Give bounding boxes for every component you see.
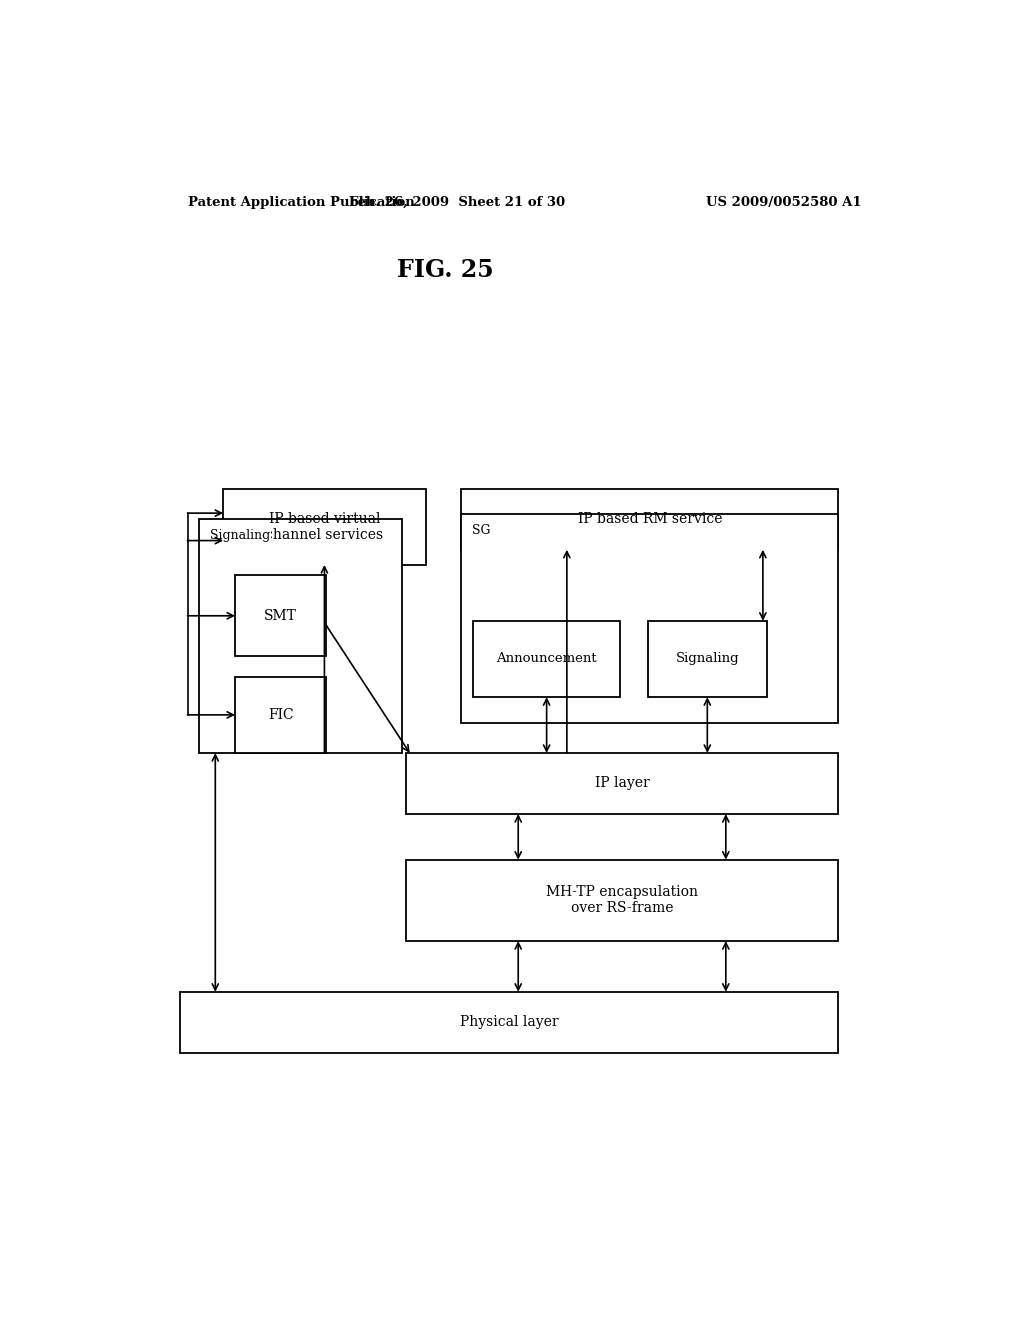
Text: IP layer: IP layer xyxy=(595,776,649,791)
Text: Feb. 26, 2009  Sheet 21 of 30: Feb. 26, 2009 Sheet 21 of 30 xyxy=(349,195,565,209)
Text: IP based RM service: IP based RM service xyxy=(578,512,722,527)
Bar xyxy=(236,677,327,752)
Text: Signaling: Signaling xyxy=(210,529,270,543)
Bar xyxy=(236,576,327,656)
Bar xyxy=(179,991,839,1053)
Text: IP based virtual
channel services: IP based virtual channel services xyxy=(265,512,383,543)
Bar xyxy=(200,519,401,752)
Bar xyxy=(406,859,839,941)
Bar xyxy=(461,515,839,722)
Text: MH-TP encapsulation
over RS-frame: MH-TP encapsulation over RS-frame xyxy=(546,886,698,916)
Bar xyxy=(648,620,767,697)
Bar xyxy=(473,620,621,697)
Text: Signaling: Signaling xyxy=(676,652,739,665)
Text: Physical layer: Physical layer xyxy=(460,1015,558,1030)
Text: FIC: FIC xyxy=(268,708,294,722)
Text: Announcement: Announcement xyxy=(497,652,597,665)
Text: SG: SG xyxy=(472,524,490,537)
Bar xyxy=(406,752,839,814)
Bar xyxy=(223,488,426,565)
Text: Patent Application Publication: Patent Application Publication xyxy=(187,195,415,209)
Bar xyxy=(461,488,839,549)
Text: SMT: SMT xyxy=(264,609,297,623)
Text: US 2009/0052580 A1: US 2009/0052580 A1 xyxy=(707,195,862,209)
Text: FIG. 25: FIG. 25 xyxy=(397,259,494,282)
